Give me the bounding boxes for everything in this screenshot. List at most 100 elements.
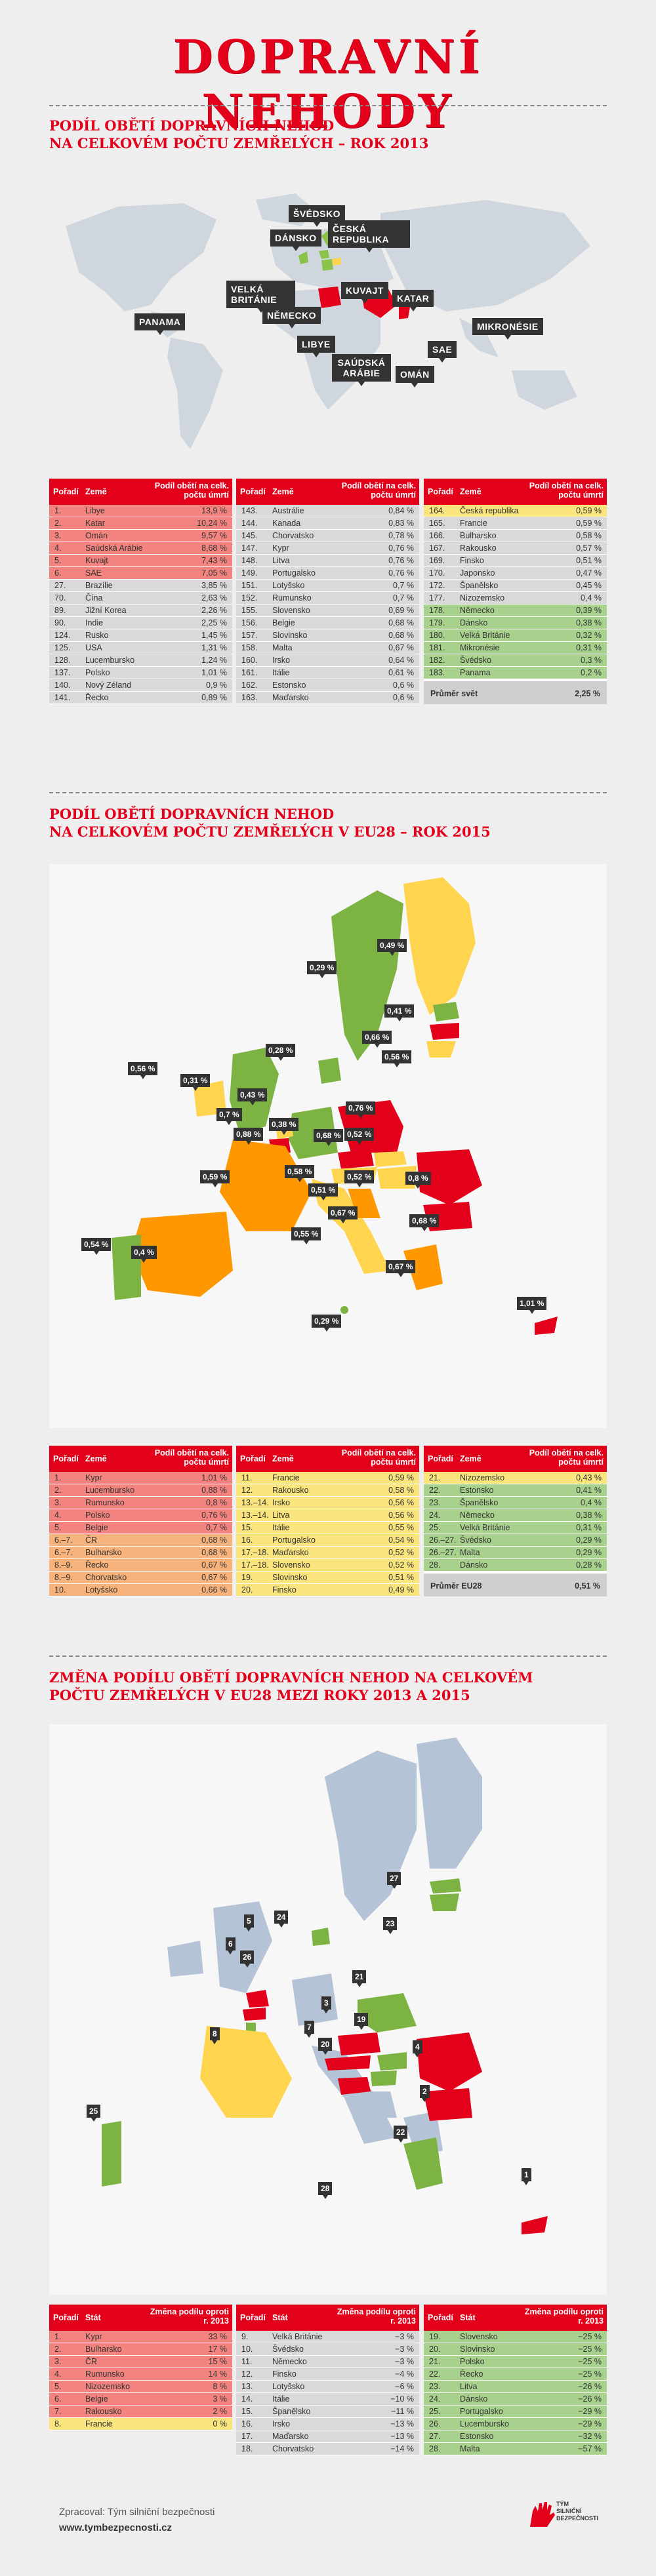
map-label: LIBYE bbox=[297, 336, 335, 357]
average-row: Průměr EU28 0,51 % bbox=[424, 1572, 607, 1596]
divider bbox=[49, 792, 607, 793]
rank-cell: 16. bbox=[241, 2419, 253, 2428]
value-cell: −13 % bbox=[390, 2432, 414, 2441]
value-cell: 15 % bbox=[208, 2357, 228, 2366]
rank-cell: 12. bbox=[241, 1486, 253, 1495]
country-cell: Austrálie bbox=[272, 506, 304, 515]
value-cell: 0,68 % bbox=[201, 1536, 227, 1545]
rank-cell: 11. bbox=[241, 1473, 253, 1482]
table-body: 9. Velká Británie −3 % 10. Švédsko −3 % 11. Něm… bbox=[236, 2331, 419, 2455]
table-row: 15. Itálie 0,55 % bbox=[236, 1522, 419, 1534]
value-cell: 0,7 % bbox=[393, 581, 414, 590]
value-cell: 0,76 % bbox=[388, 556, 414, 565]
rank-cell: 5. bbox=[54, 556, 62, 565]
table-row: 3. Omán 9,57 % bbox=[49, 530, 232, 542]
value-cell: 0,68 % bbox=[201, 1548, 227, 1557]
value-cell: 0,88 % bbox=[201, 1486, 227, 1495]
table-row: 152. Rumunsko 0,7 % bbox=[236, 592, 419, 604]
country-cell: Slovinsko bbox=[272, 631, 308, 640]
rank-cell: 23. bbox=[429, 2382, 441, 2391]
value-cell: 0,59 % bbox=[388, 1473, 414, 1482]
rank-cell: 182. bbox=[429, 656, 445, 665]
table-row: 179. Dánsko 0,38 % bbox=[424, 617, 607, 629]
country-cell: Irsko bbox=[272, 656, 291, 665]
country-cell: Malta bbox=[460, 1548, 480, 1557]
map-value: 0,52 % bbox=[344, 1170, 375, 1187]
value-cell: 0,56 % bbox=[388, 1511, 414, 1520]
map-value: 0,31 % bbox=[180, 1074, 211, 1091]
table-row: 4. Saúdská Arábie 8,68 % bbox=[49, 542, 232, 555]
value-cell: 0,67 % bbox=[201, 1560, 227, 1570]
map-value: 0,38 % bbox=[269, 1118, 299, 1135]
country-cell: Belgie bbox=[85, 2394, 108, 2404]
table-row: 21. Polsko −25 % bbox=[424, 2356, 607, 2368]
map-value: 0,68 % bbox=[314, 1129, 344, 1146]
country-cell: Rusko bbox=[85, 631, 109, 640]
rank-cell: 12. bbox=[241, 2369, 253, 2379]
map-value: 0,49 % bbox=[377, 939, 407, 956]
country-cell: Rumunsko bbox=[85, 1498, 125, 1507]
value-cell: −29 % bbox=[578, 2419, 602, 2428]
table-row: 20. Slovinsko −25 % bbox=[424, 2343, 607, 2356]
page-title: DOPRAVNÍ NEHODY bbox=[173, 30, 483, 138]
value-cell: 0,43 % bbox=[576, 1473, 602, 1482]
country-cell: Kypr bbox=[85, 2332, 102, 2341]
map-rank: 4 bbox=[413, 2040, 422, 2057]
value-cell: 0,76 % bbox=[388, 544, 414, 553]
table-row: 172. Španělsko 0,45 % bbox=[424, 580, 607, 592]
country-cell: Kypr bbox=[85, 1473, 102, 1482]
table-column: Pořadí Země Podíl obětí na celk. počtu ú… bbox=[236, 1446, 419, 1596]
value-cell: −10 % bbox=[390, 2394, 414, 2404]
table-row: 4. Polsko 0,76 % bbox=[49, 1509, 232, 1522]
table-row: 164. Česká republika 0,59 % bbox=[424, 505, 607, 517]
table-row: 89. Jižní Korea 2,26 % bbox=[49, 604, 232, 617]
footer-link[interactable]: www.tymbezpecnosti.cz bbox=[59, 2522, 172, 2533]
rank-cell: 177. bbox=[429, 593, 445, 603]
country-cell: Nový Zéland bbox=[85, 681, 132, 690]
table-row: 16. Irsko −13 % bbox=[236, 2418, 419, 2430]
table-row: 17.–18. Slovensko 0,52 % bbox=[236, 1559, 419, 1572]
rank-cell: 8. bbox=[54, 2419, 62, 2428]
table-row: 149. Portugalsko 0,76 % bbox=[236, 567, 419, 580]
table-row: 20. Finsko 0,49 % bbox=[236, 1584, 419, 1596]
map-rank: 3 bbox=[321, 1996, 331, 2013]
table-header: Pořadí Země Podíl obětí na celk. počtu ú… bbox=[49, 479, 232, 505]
value-cell: 0,39 % bbox=[576, 606, 602, 615]
value-cell: 0,31 % bbox=[576, 643, 602, 652]
table-row: 169. Finsko 0,51 % bbox=[424, 555, 607, 567]
country-cell: ČR bbox=[85, 2357, 98, 2366]
rank-cell: 1. bbox=[54, 2332, 62, 2341]
table-row: 8.–9. Řecko 0,67 % bbox=[49, 1559, 232, 1572]
table-row: 13.–14. Irsko 0,56 % bbox=[236, 1497, 419, 1509]
country-cell: Velká Británie bbox=[272, 2332, 323, 2341]
table-row: 90. Indie 2,25 % bbox=[49, 617, 232, 629]
value-cell: 7,43 % bbox=[201, 556, 227, 565]
table-row: 6. SAE 7,05 % bbox=[49, 567, 232, 580]
country-cell: Irsko bbox=[272, 1498, 291, 1507]
rank-cell: 149. bbox=[241, 568, 258, 578]
value-cell: −6 % bbox=[395, 2382, 414, 2391]
value-cell: 0,49 % bbox=[388, 1585, 414, 1595]
value-cell: 0,56 % bbox=[388, 1498, 414, 1507]
country-cell: Saúdská Arábie bbox=[85, 544, 143, 553]
value-cell: 0,3 % bbox=[581, 656, 602, 665]
table-row: 2. Bulharsko 17 % bbox=[49, 2343, 232, 2356]
table-row: 181. Mikronésie 0,31 % bbox=[424, 642, 607, 654]
country-cell: Katar bbox=[85, 519, 105, 528]
table-row: 165. Francie 0,59 % bbox=[424, 517, 607, 530]
rank-cell: 18. bbox=[241, 2444, 253, 2453]
table-row: 28. Dánsko 0,28 % bbox=[424, 1559, 607, 1572]
table-row: 27. Brazílie 3,85 % bbox=[49, 580, 232, 592]
map-value: 0,88 % bbox=[234, 1128, 264, 1145]
table-row: 166. Bulharsko 0,58 % bbox=[424, 530, 607, 542]
value-cell: −29 % bbox=[578, 2407, 602, 2416]
table-row: 25. Velká Británie 0,31 % bbox=[424, 1522, 607, 1534]
table-row: 17. Maďarsko −13 % bbox=[236, 2430, 419, 2443]
table-row: 11. Francie 0,59 % bbox=[236, 1472, 419, 1484]
map-value: 1,01 % bbox=[517, 1297, 547, 1314]
rank-cell: 17. bbox=[241, 2432, 253, 2441]
country-cell: Maďarsko bbox=[272, 2432, 309, 2441]
value-cell: 0,58 % bbox=[576, 531, 602, 540]
table-column: Pořadí Stát Změna podílu oproti r. 2013 … bbox=[49, 2305, 232, 2430]
rank-cell: 15. bbox=[241, 1523, 253, 1532]
